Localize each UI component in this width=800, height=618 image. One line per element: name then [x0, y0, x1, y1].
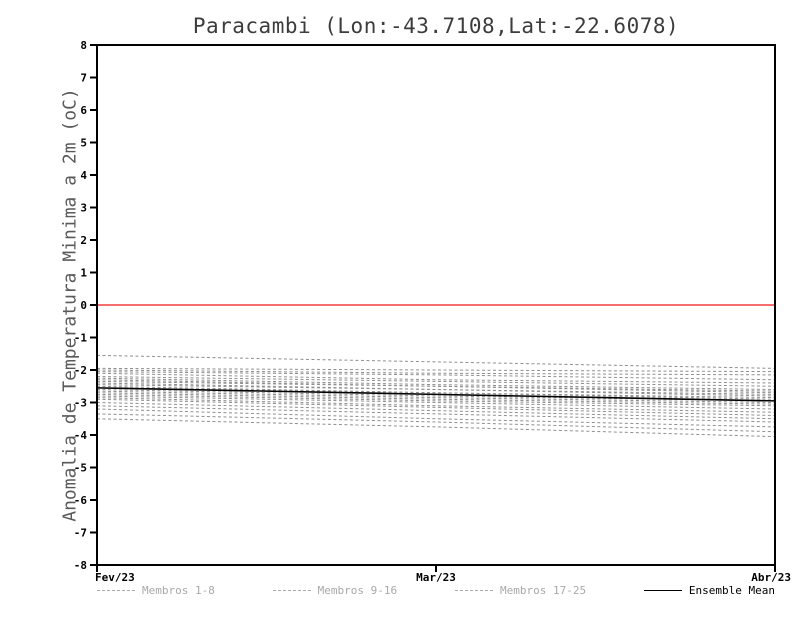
- y-tick-label: -1: [74, 332, 88, 345]
- y-tick-label: -6: [74, 494, 88, 507]
- y-tick-label: 2: [80, 234, 87, 247]
- member-line: [96, 405, 776, 423]
- legend-label: Membros 17-25: [499, 584, 587, 597]
- y-tick-label: 5: [80, 137, 87, 150]
- y-tick-label: -3: [74, 397, 87, 410]
- y-tick-label: 3: [80, 202, 87, 215]
- y-tick-label: -2: [74, 364, 87, 377]
- y-tick-label: -4: [74, 429, 88, 442]
- legend-label: Membros 9-16: [317, 584, 398, 597]
- member-line: [96, 354, 776, 369]
- y-tick-label: -8: [74, 559, 87, 572]
- dashed-line-swatch: [272, 590, 311, 591]
- y-tick-label: -7: [74, 527, 87, 540]
- legend: Membros 1-8 Membros 9-16 Membros 17-25 E…: [97, 584, 775, 597]
- legend-item-ensemble-mean: Ensemble Mean: [643, 584, 775, 597]
- legend-label: Membros 1-8: [142, 584, 215, 597]
- y-tick-label: 0: [80, 299, 87, 312]
- member-line: [96, 418, 776, 438]
- legend-item-members-9-16: Membros 9-16: [272, 584, 398, 597]
- dashed-line-swatch: [454, 590, 493, 591]
- y-tick-label: 7: [80, 72, 87, 85]
- solid-line-swatch: [643, 590, 682, 591]
- y-tick-label: 4: [80, 169, 87, 182]
- legend-item-members-1-8: Membros 1-8: [97, 584, 215, 597]
- y-tick-label: 8: [80, 39, 87, 52]
- x-tick-label: Fev/23: [95, 571, 135, 584]
- legend-label: Ensemble Mean: [688, 584, 775, 597]
- chart-title: Paracambi (Lon:-43.7108,Lat:-22.6078): [192, 14, 680, 38]
- y-tick-label: 1: [80, 267, 87, 280]
- x-tick-label: Abr/23: [751, 571, 791, 584]
- dashed-line-swatch: [97, 590, 135, 591]
- y-tick-label: 6: [80, 104, 87, 117]
- member-line: [96, 408, 776, 428]
- ensemble-mean-line: [96, 387, 776, 402]
- x-tick-label: Mar/23: [416, 571, 456, 584]
- legend-item-members-17-25: Membros 17-25: [454, 584, 587, 597]
- member-line: [96, 398, 776, 416]
- member-line: [96, 395, 776, 410]
- member-line: [96, 413, 776, 433]
- y-tick-label: -5: [74, 462, 87, 475]
